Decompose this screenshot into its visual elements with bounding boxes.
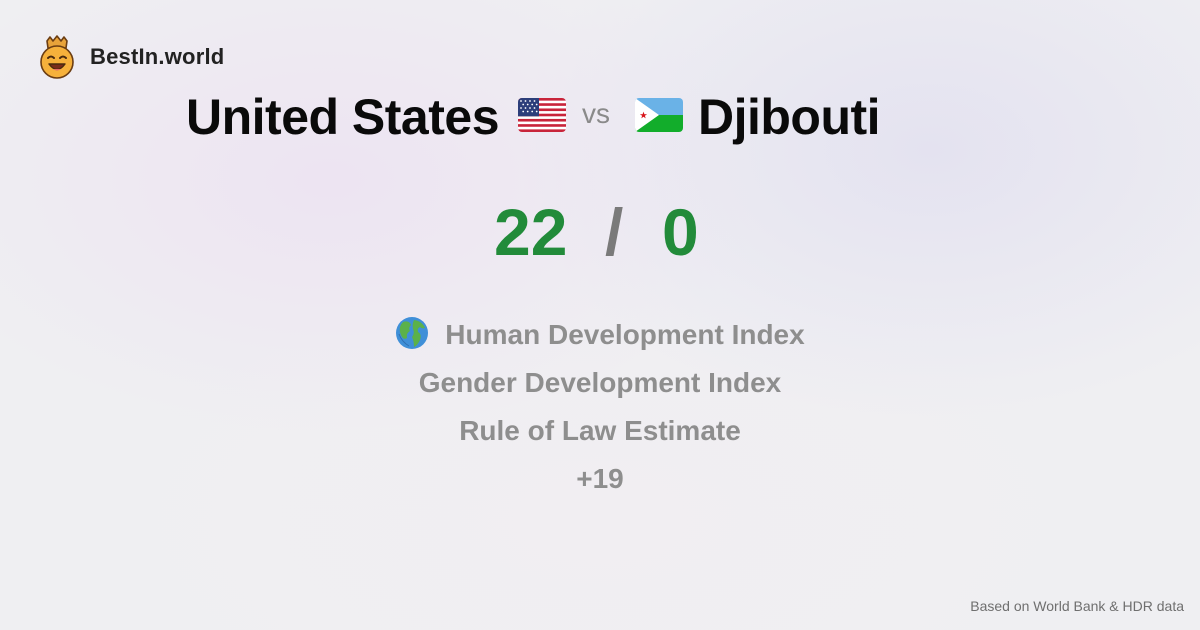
metric-item[interactable]: Human Development Index bbox=[0, 314, 1200, 362]
more-metrics-count[interactable]: +19 bbox=[0, 458, 1200, 506]
metric-list: Human Development Index Gender Developme… bbox=[0, 314, 1200, 506]
globe-icon bbox=[396, 317, 429, 349]
metric-label: Human Development Index bbox=[445, 319, 805, 350]
comparison-title: United States vs bbox=[0, 84, 1200, 148]
country-b-name[interactable]: Djibouti bbox=[698, 89, 881, 145]
score-country-b: 0 bbox=[662, 195, 699, 269]
brand[interactable]: BestIn.world bbox=[38, 35, 224, 79]
score-separator: / bbox=[605, 195, 624, 269]
metric-item[interactable]: Gender Development Index bbox=[0, 362, 1200, 410]
metric-label: Gender Development Index bbox=[418, 367, 782, 398]
vs-label: vs bbox=[582, 98, 610, 129]
country-a-name[interactable]: United States bbox=[186, 89, 500, 145]
brand-name: BestIn.world bbox=[90, 44, 225, 69]
metric-label: +19 bbox=[576, 463, 624, 494]
metric-item[interactable]: Rule of Law Estimate bbox=[0, 410, 1200, 458]
us-flag-icon bbox=[518, 98, 566, 132]
data-source-note: Based on World Bank & HDR data bbox=[970, 598, 1184, 614]
djibouti-flag-icon bbox=[635, 98, 683, 132]
crown-smiley-icon bbox=[40, 35, 74, 79]
metric-label: Rule of Law Estimate bbox=[459, 415, 741, 446]
score-country-a: 22 bbox=[494, 195, 568, 269]
